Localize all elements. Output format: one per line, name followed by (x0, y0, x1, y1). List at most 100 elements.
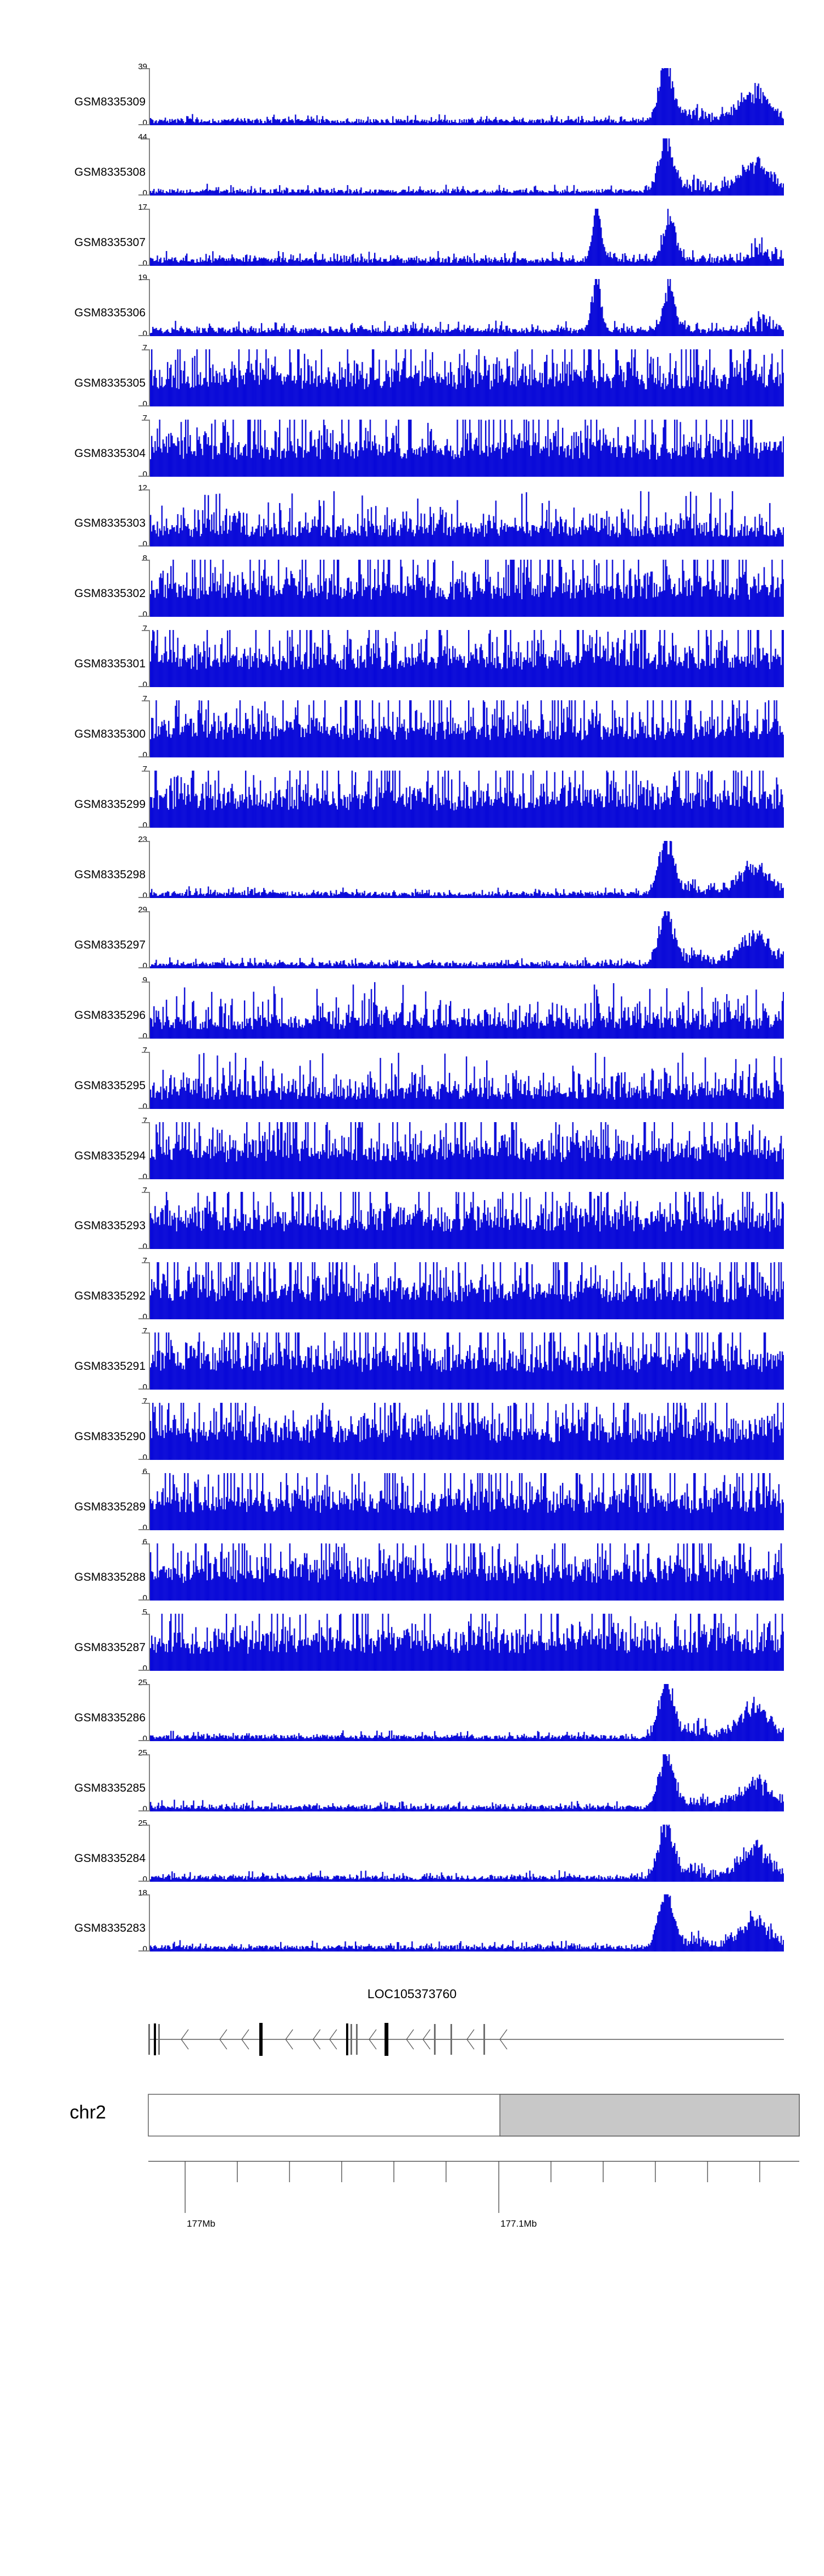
axis-tick-top (142, 560, 149, 561)
coverage-track[interactable]: GSM8335299 7 0 (0, 765, 824, 840)
coverage-track[interactable]: GSM8335287 5 0 (0, 1608, 824, 1683)
coverage-track[interactable]: GSM8335305 7 0 (0, 343, 824, 419)
coverage-track[interactable]: GSM8335293 7 0 (0, 1186, 824, 1261)
coverage-track[interactable]: GSM8335308 44 0 (0, 132, 824, 208)
track-signal-plot[interactable] (150, 771, 784, 828)
track-signal-plot[interactable] (150, 1403, 784, 1460)
coverage-track[interactable]: GSM8335291 7 0 (0, 1326, 824, 1402)
track-axis-min-label: 0 (143, 680, 147, 689)
axis-tick-top (142, 700, 149, 702)
gene-model-graphic[interactable] (0, 1979, 824, 2061)
axis-tick-top (142, 68, 149, 69)
track-sample-label: GSM8335288 (74, 1571, 146, 1584)
track-sample-label: GSM8335296 (74, 1009, 146, 1022)
track-axis-max-label: 7 (143, 694, 147, 704)
gene-annotation-panel: LOC105373760 (0, 1979, 824, 2061)
track-sample-label: GSM8335287 (74, 1641, 146, 1654)
ideogram-and-ruler-graphic[interactable] (0, 2089, 824, 2243)
coverage-track[interactable]: GSM8335309 39 0 (0, 62, 824, 137)
track-signal-plot[interactable] (150, 1262, 784, 1320)
coverage-track[interactable]: GSM8335284 25 0 (0, 1819, 824, 1894)
track-signal-plot[interactable] (150, 700, 784, 758)
track-signal-plot[interactable] (150, 1473, 784, 1530)
track-y-axis (149, 68, 150, 125)
track-signal-plot[interactable] (150, 1332, 784, 1390)
axis-tick-bottom (138, 1880, 149, 1882)
track-signal-plot[interactable] (150, 68, 784, 125)
track-y-axis (149, 1543, 150, 1601)
track-y-axis (149, 138, 150, 196)
track-sample-label: GSM8335297 (74, 939, 146, 952)
coverage-track[interactable]: GSM8335295 7 0 (0, 1046, 824, 1121)
track-y-axis (149, 1192, 150, 1250)
track-signal-plot[interactable] (150, 911, 784, 968)
coverage-track[interactable]: GSM8335288 6 0 (0, 1537, 824, 1613)
track-signal-plot[interactable] (150, 840, 784, 898)
track-signal-plot[interactable] (150, 560, 784, 617)
track-signal-plot[interactable] (150, 1683, 784, 1741)
track-axis-max-label: 17 (138, 203, 147, 212)
axis-tick-top (142, 911, 149, 912)
track-signal-plot[interactable] (150, 1613, 784, 1671)
track-signal-plot[interactable] (150, 208, 784, 266)
track-signal-plot[interactable] (150, 1052, 784, 1109)
track-signal-plot[interactable] (150, 630, 784, 688)
track-axis-max-label: 12 (138, 483, 147, 493)
track-y-axis (149, 911, 150, 968)
axis-tick-top (142, 1051, 149, 1053)
track-axis-max-label: 25 (138, 1748, 147, 1758)
track-y-axis (149, 1824, 150, 1882)
coverage-track[interactable]: GSM8335297 29 0 (0, 905, 824, 980)
coverage-track[interactable]: GSM8335285 25 0 (0, 1748, 824, 1824)
track-sample-label: GSM8335307 (74, 236, 146, 249)
track-axis-min-label: 0 (143, 821, 147, 830)
coverage-track[interactable]: GSM8335306 19 0 (0, 273, 824, 348)
track-signal-plot[interactable] (150, 982, 784, 1039)
track-axis-max-label: 6 (143, 1467, 147, 1476)
track-y-axis (149, 1754, 150, 1811)
track-signal-plot[interactable] (150, 278, 784, 336)
coverage-track[interactable]: GSM8335302 8 0 (0, 554, 824, 629)
coverage-track[interactable]: GSM8335289 6 0 (0, 1467, 824, 1542)
track-signal-plot[interactable] (150, 1122, 784, 1179)
track-signal-plot[interactable] (150, 1894, 784, 1952)
axis-tick-top (142, 1894, 149, 1896)
coverage-track[interactable]: GSM8335303 12 0 (0, 483, 824, 559)
track-signal-plot[interactable] (150, 1754, 784, 1811)
track-sample-label: GSM8335289 (74, 1501, 146, 1514)
coverage-track[interactable]: GSM8335307 17 0 (0, 203, 824, 278)
coverage-track[interactable]: GSM8335290 7 0 (0, 1397, 824, 1472)
track-signal-plot[interactable] (150, 1543, 784, 1601)
axis-tick-top (142, 771, 149, 772)
coverage-track[interactable]: GSM8335301 7 0 (0, 624, 824, 699)
axis-tick-top (142, 1192, 149, 1194)
track-axis-min-label: 0 (143, 750, 147, 760)
track-axis-min-label: 0 (143, 1242, 147, 1251)
coverage-track[interactable]: GSM8335286 25 0 (0, 1678, 824, 1753)
track-axis-min-label: 0 (143, 118, 147, 127)
axis-tick-bottom (138, 1669, 149, 1671)
axis-tick-bottom (138, 405, 149, 406)
axis-tick-bottom (138, 264, 149, 266)
coverage-track[interactable]: GSM8335298 23 0 (0, 835, 824, 910)
track-y-axis (149, 1683, 150, 1741)
track-sample-label: GSM8335286 (74, 1711, 146, 1725)
track-y-axis (149, 771, 150, 828)
coverage-track[interactable]: GSM8335292 7 0 (0, 1256, 824, 1331)
track-signal-plot[interactable] (150, 138, 784, 196)
coverage-track[interactable]: GSM8335283 18 0 (0, 1888, 824, 1964)
axis-tick-bottom (138, 1178, 149, 1179)
coverage-track[interactable]: GSM8335304 7 0 (0, 414, 824, 489)
axis-tick-bottom (138, 334, 149, 336)
coverage-track[interactable]: GSM8335294 7 0 (0, 1116, 824, 1191)
track-signal-plot[interactable] (150, 489, 784, 547)
track-sample-label: GSM8335284 (74, 1852, 146, 1865)
track-axis-min-label: 0 (143, 1031, 147, 1041)
track-signal-plot[interactable] (150, 1192, 784, 1250)
track-signal-plot[interactable] (150, 1824, 784, 1882)
track-signal-plot[interactable] (150, 349, 784, 406)
axis-tick-bottom (138, 896, 149, 898)
track-signal-plot[interactable] (150, 419, 784, 477)
coverage-track[interactable]: GSM8335296 9 0 (0, 975, 824, 1051)
coverage-track[interactable]: GSM8335300 7 0 (0, 694, 824, 770)
